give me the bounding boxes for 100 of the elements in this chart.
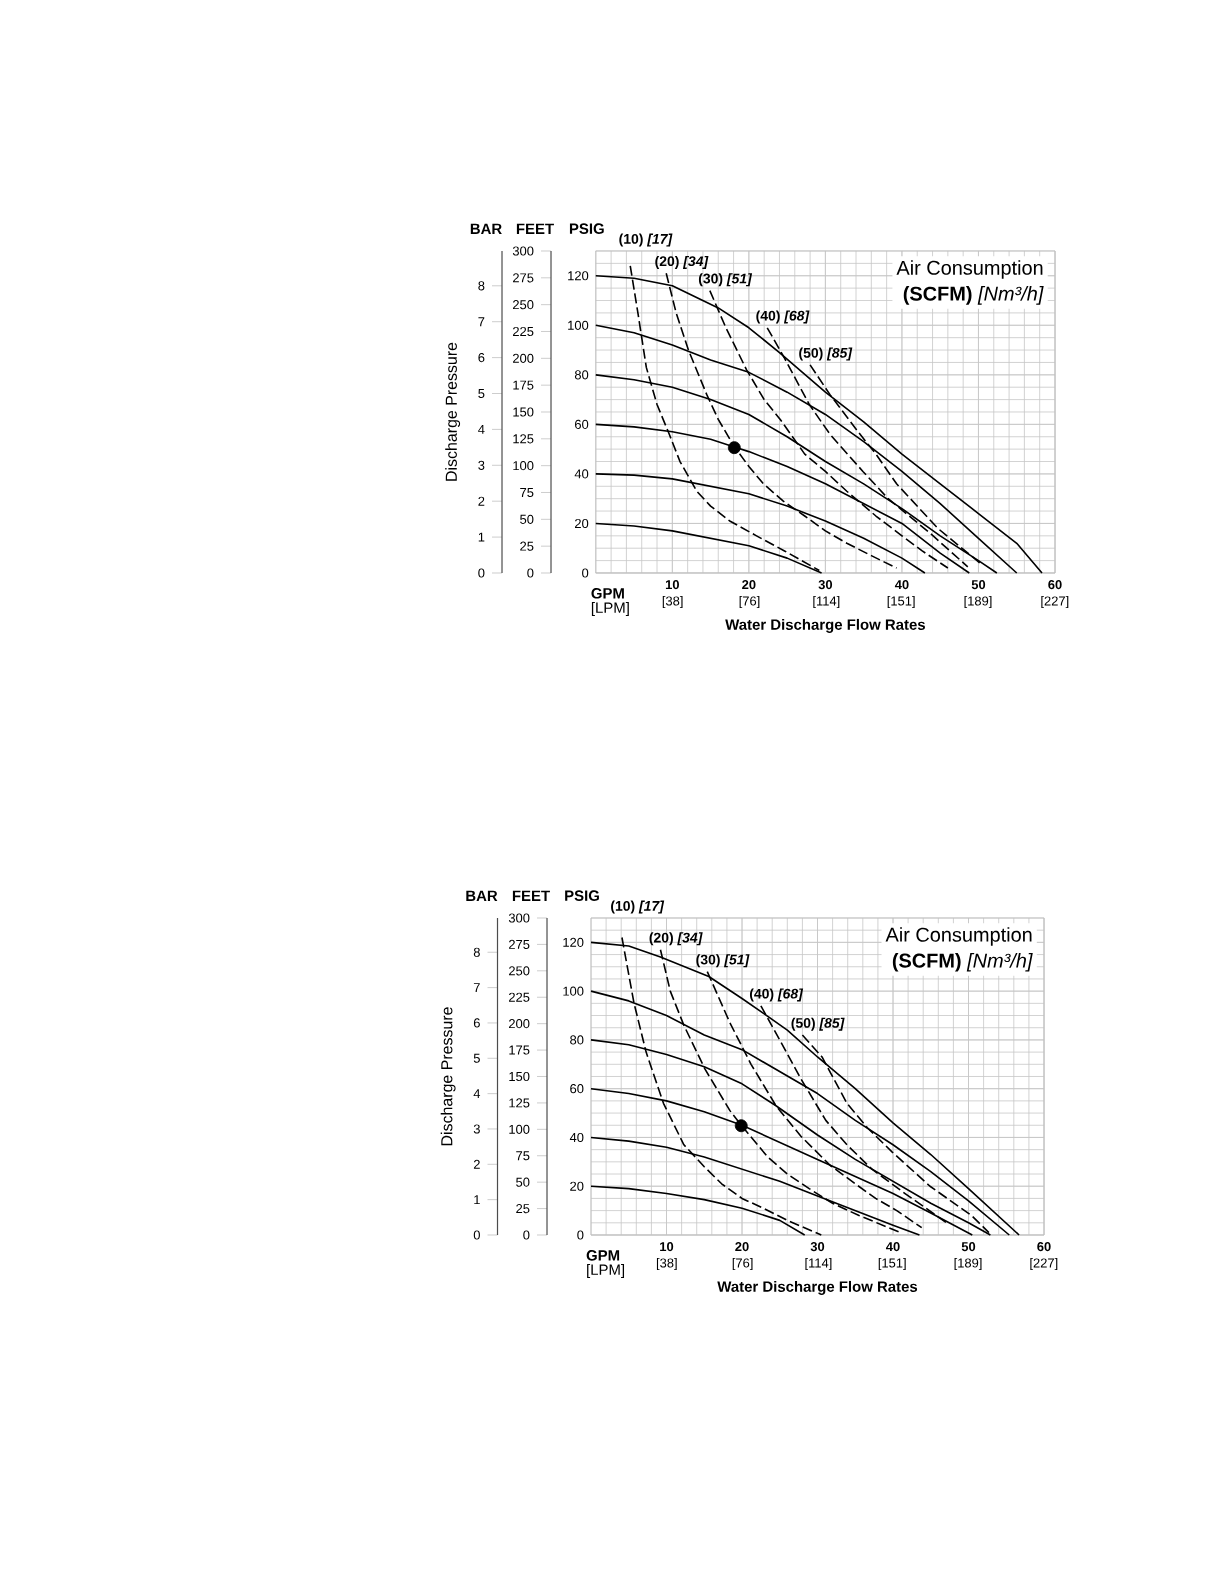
y2-tick-label: 75 — [516, 1151, 530, 1161]
x-tick-label: 10 — [660, 1242, 674, 1252]
y-tick-label: 20 — [575, 518, 589, 529]
text: BAR — [466, 890, 498, 901]
x2-tick-label: [151] — [887, 596, 915, 609]
y2-tick-label: 0 — [523, 1230, 530, 1240]
x-tick-label: 20 — [742, 580, 756, 590]
x2-tick-label: [227] — [1030, 1258, 1058, 1271]
y3-tick-label: 6 — [478, 353, 485, 363]
y2-tick-label: 75 — [520, 487, 534, 498]
y2-tick-label: 300 — [508, 913, 530, 923]
y-tick-label: 60 — [575, 419, 589, 429]
x-tick-label: 20 — [735, 1242, 749, 1252]
y-tick-label: 120 — [563, 937, 584, 947]
y2-tick-label: 100 — [513, 461, 534, 471]
y2-tick-label: 175 — [509, 1045, 530, 1055]
y-tick-label: 100 — [563, 986, 584, 996]
y-tick-label: 40 — [574, 469, 589, 479]
x-tick-label: 60 — [1037, 1242, 1051, 1252]
y2-tick-label: 175 — [513, 380, 534, 390]
y2-tick-label: 225 — [513, 326, 534, 337]
y3-tick-label: 6 — [473, 1018, 480, 1028]
text: BAR — [470, 223, 502, 234]
y3-tick-label: 2 — [473, 1159, 480, 1169]
y3-tick-label: 0 — [478, 568, 485, 578]
x-tick-label: 30 — [818, 580, 833, 590]
y-tick-label: 40 — [569, 1132, 584, 1143]
y-tick-label: 0 — [582, 568, 589, 578]
y-axis-title: PSIG — [569, 223, 604, 234]
x-tick-label: 60 — [1048, 580, 1062, 590]
x2-tick-label: [114] — [805, 1258, 832, 1271]
y2-tick-label: 0 — [527, 568, 534, 578]
x-axis-title: Water Discharge Flow Rates — [725, 618, 925, 633]
series-label: (40) [68] — [749, 988, 804, 1002]
chart-title: Air Consumption — [896, 260, 1043, 279]
x2-tick-label: [189] — [964, 596, 992, 609]
y3-tick-label: 3 — [473, 1124, 480, 1134]
y3-tick-label: 8 — [478, 281, 485, 291]
y2-tick-label: 150 — [509, 1071, 530, 1082]
y3-tick-label: 7 — [473, 983, 480, 993]
y2-tick-label: 250 — [509, 966, 530, 976]
x2-tick-label: [38] — [656, 1258, 677, 1271]
y2-tick-label: 225 — [509, 992, 530, 1002]
series-label: (40) [68] — [756, 310, 810, 324]
y3-axis-title: Discharge Pressure — [445, 342, 461, 481]
y2-tick-label: 50 — [520, 514, 534, 524]
x-tick-label: 40 — [894, 580, 909, 590]
x2-tick-label: [189] — [954, 1258, 982, 1271]
x-axis-title: Water Discharge Flow Rates — [717, 1280, 918, 1295]
y-tick-label: 0 — [577, 1230, 584, 1240]
y3-tick-label: 2 — [478, 496, 485, 506]
y2-tick-label: 125 — [513, 434, 534, 444]
y3-tick-label: 0 — [473, 1230, 480, 1240]
line-series — [590, 1185, 806, 1236]
series-label: (20) [34] — [649, 932, 703, 946]
x-tick-label: 10 — [665, 580, 679, 590]
y2-tick-label: 200 — [513, 353, 534, 363]
y-axis-title: PSIG — [565, 890, 599, 901]
y3-tick-label: 3 — [478, 460, 485, 470]
x-tick-label: 50 — [971, 580, 986, 590]
y3-tick-label: 4 — [478, 424, 485, 434]
series-label: (50) [85] — [799, 347, 853, 361]
x2-axis-title: [LPM] — [591, 602, 629, 616]
x2-tick-label: [38] — [662, 596, 683, 609]
y-tick-label: 100 — [568, 320, 589, 330]
x-tick-label: 30 — [810, 1242, 825, 1252]
series-label: (20) [34] — [655, 255, 709, 269]
x-tick-label: 50 — [961, 1242, 976, 1252]
y3-axis-title: Discharge Pressure — [440, 1007, 456, 1146]
series-label: (50) [85] — [791, 1017, 845, 1031]
y2-axis-title: FEET — [512, 890, 550, 901]
y2-tick-label: 100 — [509, 1124, 530, 1134]
y2-tick-label: 275 — [509, 939, 530, 949]
y3-tick-label: 5 — [473, 1053, 480, 1063]
x2-tick-label: [76] — [732, 1258, 753, 1271]
y-tick-label: 120 — [568, 271, 589, 281]
series-label: (10) [17] — [611, 900, 665, 914]
text: (SCFM) [Nm³/h] — [892, 953, 1033, 972]
y3-tick-label: 1 — [474, 1195, 480, 1205]
x2-axis-title: [LPM] — [587, 1264, 625, 1278]
y3-tick-label: 5 — [478, 388, 485, 399]
series-label: (30) [51] — [696, 954, 750, 968]
x2-tick-label: [76] — [739, 596, 760, 609]
y2-tick-label: 25 — [520, 541, 534, 551]
series-label: (10) [17] — [619, 233, 673, 247]
y3-tick-label: 8 — [473, 947, 480, 957]
y2-axis-title: FEET — [516, 223, 554, 234]
series-label: (30) [51] — [698, 273, 753, 287]
x-tick-label: 40 — [885, 1242, 900, 1252]
y-tick-label: 20 — [570, 1181, 584, 1191]
text: GPM — [586, 1250, 620, 1261]
y-tick-label: 80 — [574, 370, 589, 380]
y2-tick-label: 25 — [516, 1204, 530, 1214]
y2-tick-label: 150 — [513, 407, 534, 417]
y-tick-label: 80 — [570, 1035, 584, 1045]
text: (SCFM) [Nm³/h] — [903, 286, 1044, 305]
chart-title: Air Consumption — [885, 927, 1032, 946]
y3-tick-label: 7 — [478, 317, 485, 327]
y2-tick-label: 50 — [516, 1177, 530, 1187]
y3-tick-label: 4 — [473, 1089, 481, 1099]
